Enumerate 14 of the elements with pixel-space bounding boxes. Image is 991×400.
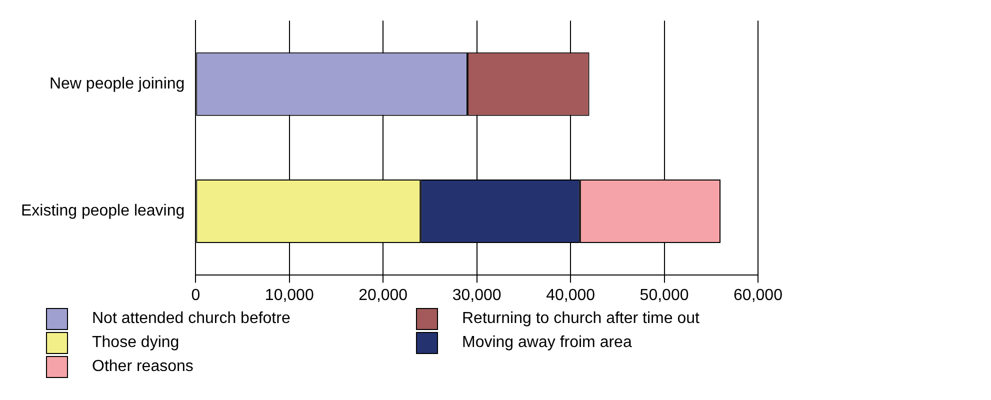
x-tick-label: 20,000 bbox=[358, 286, 408, 304]
x-tick-label: 50,000 bbox=[640, 286, 689, 304]
legend-label: Other reasons bbox=[92, 358, 194, 376]
x-tick-label: 40,000 bbox=[546, 286, 596, 304]
legend-label: Returning to church after time out bbox=[462, 310, 700, 328]
legend-label: Moving away froim area bbox=[462, 334, 632, 352]
x-tick-label: 60,000 bbox=[734, 286, 783, 304]
y-tick-label: Existing people leaving bbox=[20, 202, 185, 220]
legend-label: Those dying bbox=[92, 334, 180, 352]
legend-label: Not attended church befotre bbox=[92, 310, 290, 328]
y-tick-label: New people joining bbox=[49, 76, 185, 93]
x-tick-label: 10,000 bbox=[264, 286, 314, 304]
x-tick-label: 30,000 bbox=[452, 286, 502, 304]
x-tick-label: 0 bbox=[191, 286, 200, 304]
